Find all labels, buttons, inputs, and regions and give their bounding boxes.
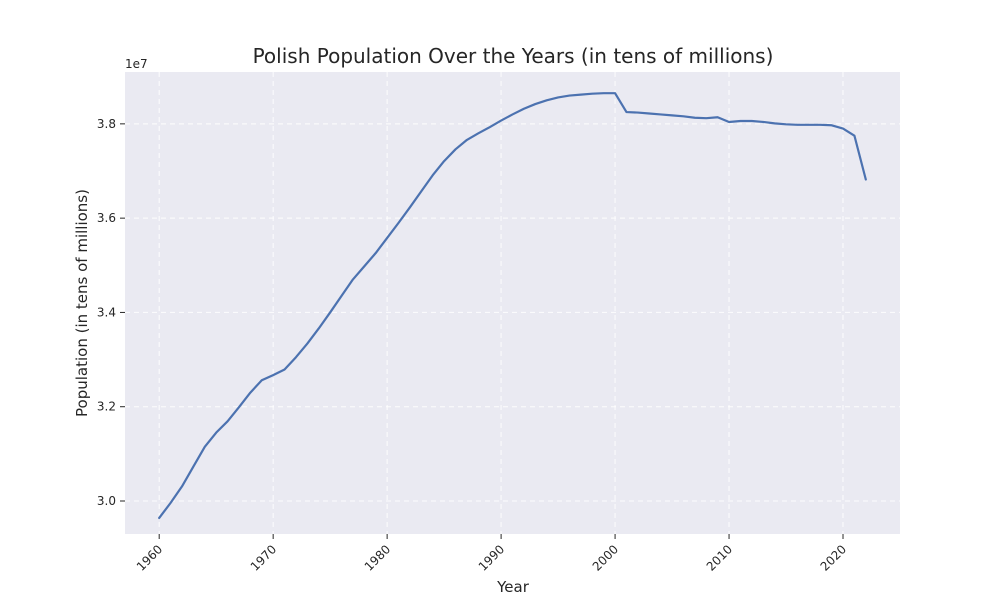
y-tick-label: 3.8	[97, 117, 116, 131]
y-tick-label: 3.2	[97, 400, 116, 414]
population-line	[158, 92, 867, 520]
y-axis: 3.0 3.2 3.4 3.6 3.8	[97, 117, 125, 508]
series-layer	[158, 92, 867, 520]
y-axis-label: Population (in tens of millions)	[73, 189, 91, 417]
y-tick-label: 3.0	[97, 494, 116, 508]
x-axis-label: Year	[496, 578, 530, 596]
y-axis-offset-label: 1e7	[125, 57, 148, 71]
y-tick-label: 3.6	[97, 211, 116, 225]
y-tick-label: 3.4	[97, 305, 116, 319]
chart-title: Polish Population Over the Years (in ten…	[253, 44, 774, 68]
grid-layer	[125, 72, 900, 534]
plot-area	[125, 72, 900, 534]
